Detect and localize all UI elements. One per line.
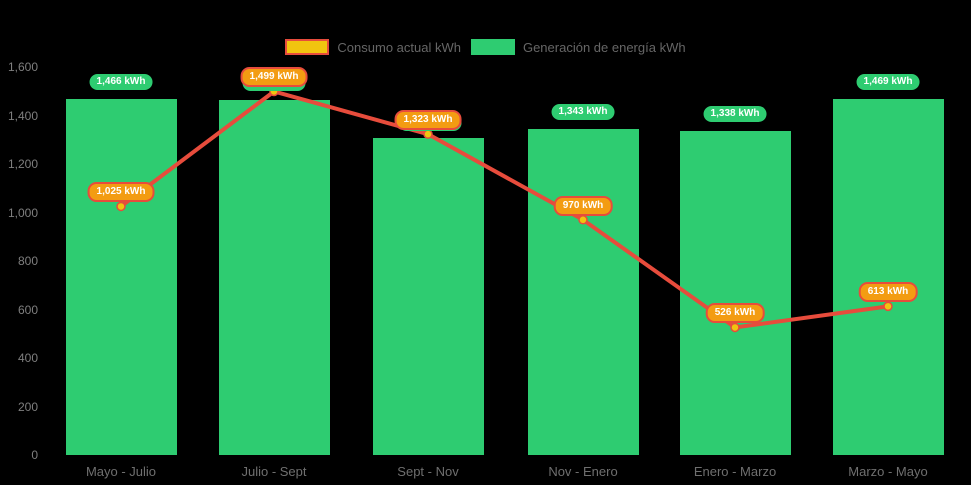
bar-marzo-mayo[interactable] (832, 98, 944, 455)
line-point-nov-enero[interactable] (578, 215, 588, 225)
legend-item-consumo-actual[interactable]: Consumo actual kWh (285, 39, 461, 55)
y-axis-tick-label: 0 (31, 448, 38, 462)
line-point-mayo-julio[interactable] (116, 201, 126, 212)
y-axis-tick-label: 1,600 (7, 60, 38, 74)
bar-nov-enero[interactable] (527, 129, 639, 455)
x-axis-label-mayo-julio: Mayo - Julio (85, 464, 157, 479)
bar-value-label-nov-enero: 1,343 kWh (551, 104, 615, 121)
line-value-label-nov-enero: 970 kWh (553, 195, 613, 216)
x-axis-label-marzo-mayo: Marzo - Mayo (848, 464, 928, 479)
y-axis-tick-label: 800 (17, 254, 38, 268)
line-point-enero-marzo[interactable] (730, 322, 740, 333)
line-point-sept-nov[interactable] (423, 129, 433, 139)
legend: Consumo actual kWh Generación de energía… (0, 39, 971, 55)
y-axis-tick-label: 1,200 (7, 157, 38, 171)
line-value-label-sept-nov: 1,323 kWh (394, 110, 462, 131)
line-point-marzo-mayo[interactable] (883, 301, 893, 312)
y-axis-tick-label: 400 (17, 351, 38, 365)
bar-value-label-mayo-julio: 1,466 kWh (89, 74, 153, 91)
legend-swatch-consumo-icon (285, 39, 330, 55)
bar-value-label-marzo-mayo: 1,469 kWh (856, 73, 920, 90)
line-value-label-mayo-julio: 1,025 kWh (87, 182, 155, 203)
y-axis-tick-label: 200 (17, 399, 38, 414)
y-axis-tick-label: 1,000 (7, 205, 38, 220)
line-value-label-enero-marzo: 526 kWh (705, 303, 765, 324)
legend-label-generacion: Generación de energía kWh (522, 39, 686, 55)
bar-enero-marzo[interactable] (679, 130, 791, 455)
bar-mayo-julio[interactable] (65, 99, 177, 455)
bar-value-label-enero-marzo: 1,338 kWh (703, 105, 767, 122)
consumption-line (119, 89, 889, 330)
x-axis-label-julio-sept: Julio - Sept (241, 464, 307, 479)
x-axis-label-enero-marzo: Enero - Marzo (693, 464, 777, 479)
y-axis-tick-label: 600 (17, 302, 38, 317)
bar-sept-nov[interactable] (372, 137, 484, 455)
legend-item-generacion[interactable]: Generación de energía kWh (470, 39, 686, 55)
line-value-label-marzo-mayo: 613 kWh (858, 282, 918, 303)
y-axis-tick-label: 1,400 (7, 108, 38, 123)
legend-label-consumo: Consumo actual kWh (337, 39, 461, 55)
bar-julio-sept[interactable] (218, 100, 330, 455)
x-axis-label-sept-nov: Sept - Nov (397, 464, 459, 479)
x-axis-label-nov-enero: Nov - Enero (548, 464, 618, 479)
line-value-label-julio-sept: 1,499 kWh (240, 67, 308, 88)
legend-swatch-generacion-icon (470, 39, 515, 55)
